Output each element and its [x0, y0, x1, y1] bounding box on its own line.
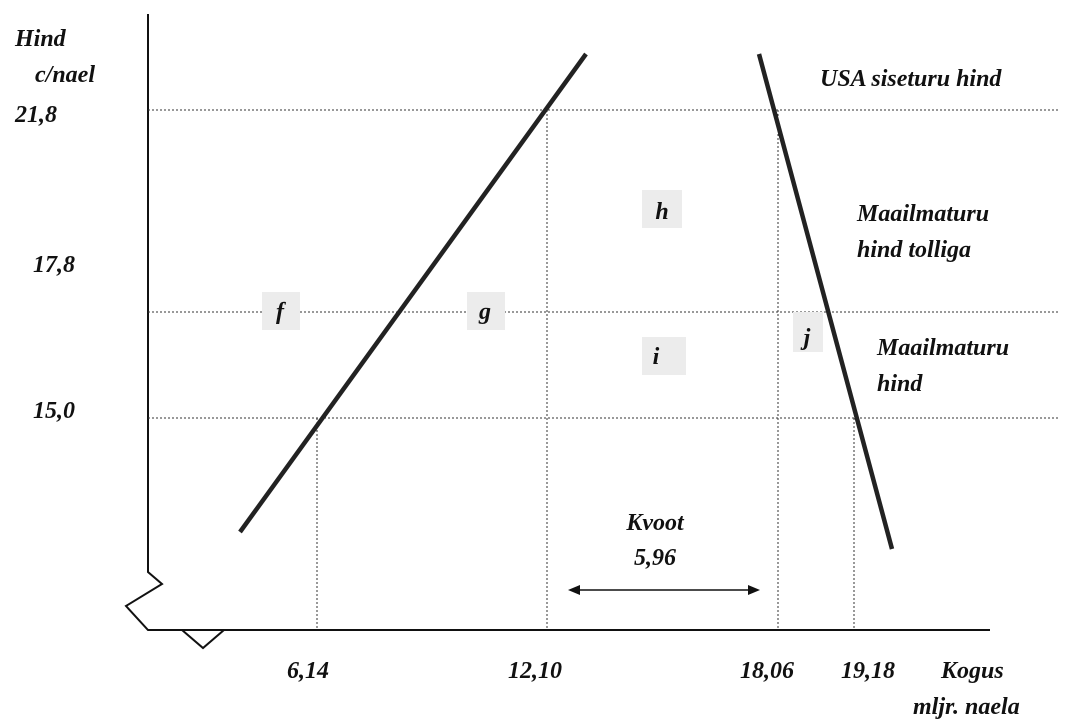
quota-value: 5,96: [634, 545, 676, 571]
quota-arrow-right-head: [748, 585, 760, 595]
world-tariff-price-label-line2: hind tolliga: [857, 237, 971, 263]
y-axis-label-line2: c/nael: [35, 62, 95, 88]
area-g-label: g: [478, 299, 491, 325]
quota-label: Kvoot: [625, 510, 685, 536]
x-tick-18-06: 18,06: [740, 658, 794, 684]
supply-curve: [238, 52, 588, 534]
x-tick-6-14: 6,14: [287, 658, 329, 684]
y-axis-label-line1: Hind: [14, 26, 67, 52]
x-axis-break: [181, 629, 225, 650]
area-g-box: [467, 292, 505, 330]
area-i-label: i: [653, 344, 660, 370]
x-axis-label-line1: Kogus: [940, 658, 1004, 684]
world-price-label-line1: Maailmaturu: [876, 335, 1009, 361]
area-j-box: [793, 312, 823, 352]
y-axis: [124, 14, 990, 631]
x-tick-19-18: 19,18: [841, 658, 895, 684]
usa-price-label: USA siseturu hind: [820, 66, 1002, 92]
area-h-label: h: [655, 199, 668, 225]
world-tariff-price-label-line1: Maailmaturu: [856, 201, 989, 227]
demand-curve: [756, 53, 895, 550]
quota-arrow-left-head: [568, 585, 580, 595]
area-j-label: j: [800, 325, 811, 351]
x-axis-label-line2: mljr. naela: [913, 694, 1020, 720]
y-tick-21-8: 21,8: [14, 102, 57, 128]
area-f-box: [262, 292, 300, 330]
y-tick-15-0: 15,0: [33, 398, 75, 424]
x-tick-12-10: 12,10: [508, 658, 562, 684]
area-f-label: f: [276, 299, 286, 325]
world-price-label-line2: hind: [877, 371, 923, 397]
area-i-box: [642, 337, 686, 375]
area-h-box: [642, 190, 682, 228]
y-tick-17-8: 17,8: [33, 252, 75, 278]
